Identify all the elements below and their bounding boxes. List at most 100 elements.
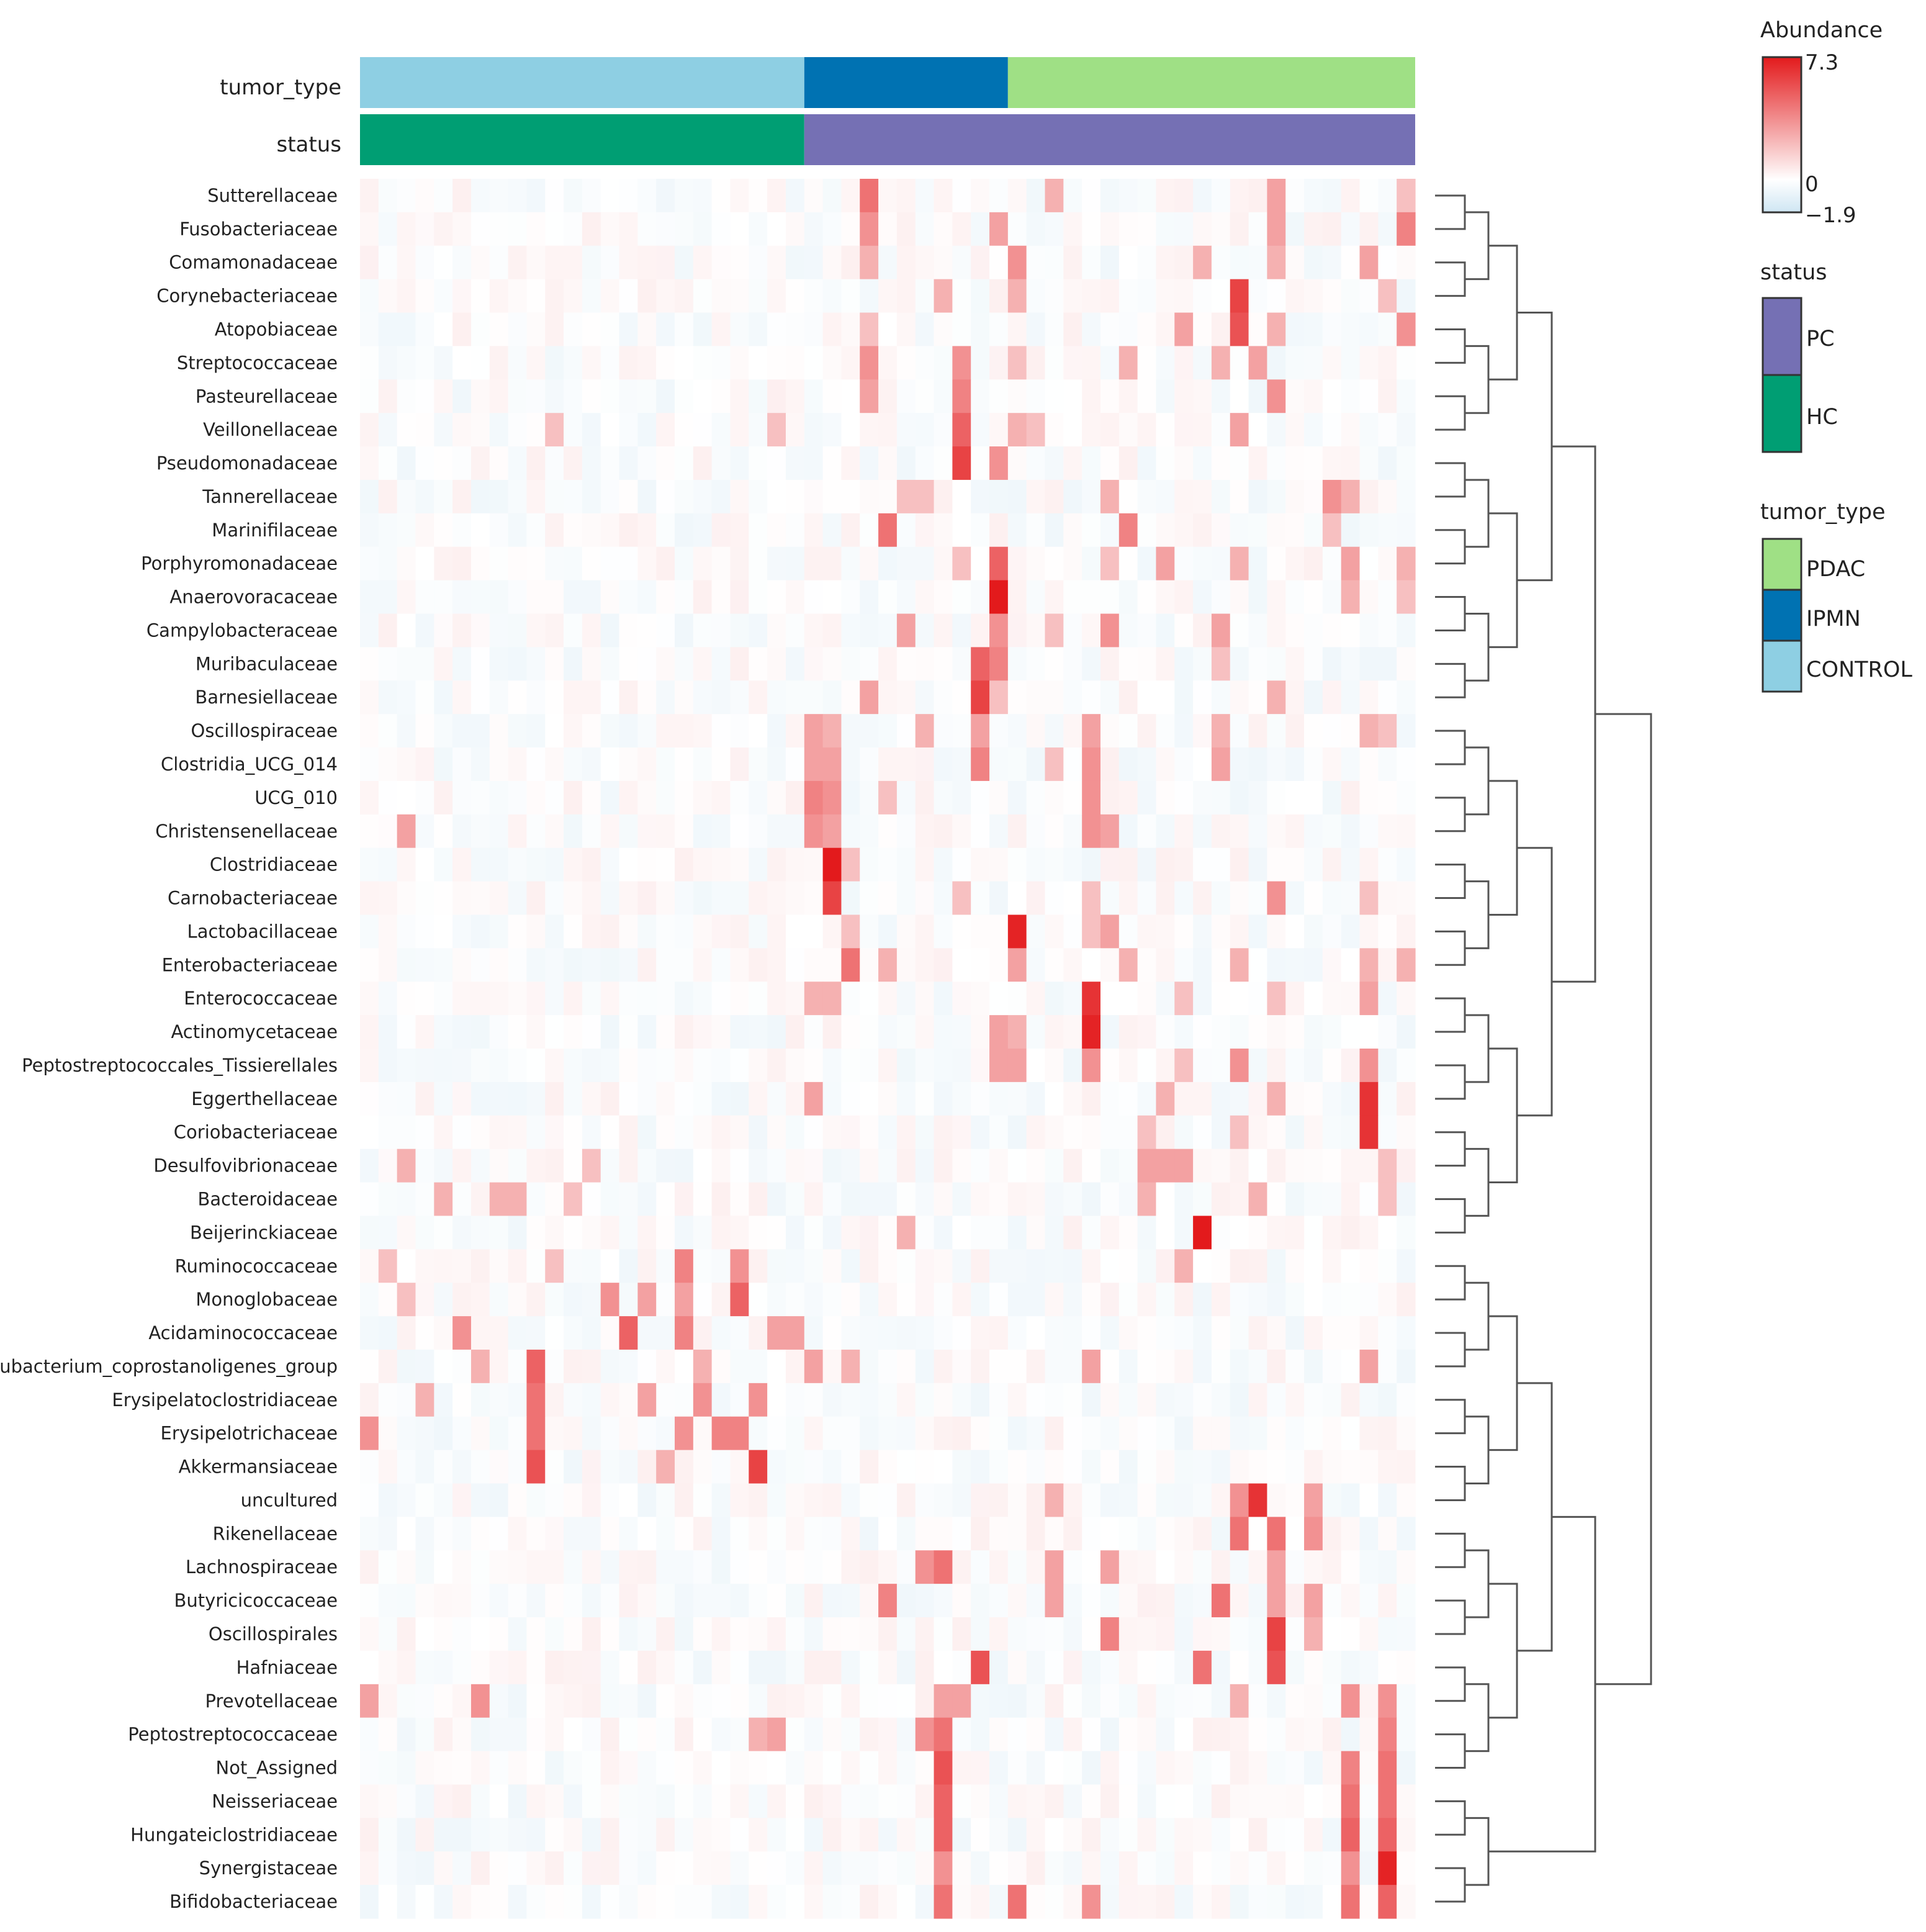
heatmap-cell [526,982,546,1016]
heatmap-cell [1063,479,1082,514]
heatmap-cell [378,1216,398,1250]
heatmap-cell [452,1450,472,1484]
heatmap-cell [470,613,490,648]
heatmap-cell [749,1450,768,1484]
heatmap-cell [896,847,916,882]
heatmap-cell [822,814,842,849]
heatmap-cell [1397,1550,1416,1584]
heatmap-cell [675,546,694,581]
heatmap-cell [489,1349,509,1384]
heatmap-cell [730,613,749,648]
heatmap-cell [526,647,546,681]
heatmap-cell [656,780,675,815]
heatmap-cell [415,1851,434,1885]
heatmap-cell [1045,513,1064,548]
row-label: Erysipelatoclostridiaceae [112,1389,338,1411]
heatmap-cell [564,1517,583,1551]
heatmap-cell [989,479,1009,514]
heatmap-cell [896,479,916,514]
heatmap-cell [1193,379,1212,413]
heatmap-cell [896,747,916,782]
heatmap-cell [360,546,379,581]
heatmap-cell [1341,312,1361,347]
heatmap-cell [1359,1383,1379,1417]
heatmap-cell [637,1818,657,1852]
heatmap-cell [600,1717,620,1752]
heatmap-cell [600,1483,620,1517]
heatmap-cell [804,379,824,413]
heatmap-cell [489,714,509,748]
heatmap-cell [693,613,713,648]
heatmap-cell [1156,1182,1175,1217]
heatmap-cell [822,647,842,681]
heatmap-cell [693,546,713,581]
heatmap-cell [675,1216,694,1250]
heatmap-cell [1341,212,1361,246]
heatmap-cell [1026,1049,1046,1083]
heatmap-cell [1397,1316,1416,1350]
heatmap-cell [749,346,768,380]
heatmap-cell [470,1818,490,1852]
heatmap-cell [693,179,713,213]
heatmap-cell [1007,1584,1027,1618]
heatmap-cell [1156,1450,1175,1484]
heatmap-cell [434,847,453,882]
heatmap-cell [600,1885,620,1919]
heatmap-cell [860,1182,879,1217]
heatmap-cell [934,346,953,380]
heatmap-cell [360,680,379,715]
heatmap-cell [1341,413,1361,447]
heatmap-cell [452,1751,472,1785]
heatmap-cell [915,714,935,748]
heatmap-cell [1063,714,1082,748]
heatmap-cell [1285,948,1305,982]
heatmap-cell [878,446,898,481]
heatmap-cell [915,780,935,815]
heatmap-cell [896,714,916,748]
heatmap-cell [1026,546,1046,581]
heatmap-cell [749,1249,768,1283]
heatmap-cell [470,948,490,982]
heatmap-cell [822,1283,842,1317]
heatmap-cell [693,1081,713,1116]
heatmap-cell [860,1349,879,1384]
heatmap-cell [767,379,786,413]
heatmap-cell [1137,312,1157,347]
heatmap-cell [489,1316,509,1350]
heatmap-cell [397,279,416,314]
heatmap-cell [1230,747,1249,782]
heatmap-cell [415,580,434,615]
heatmap-cell [489,245,509,280]
heatmap-cell [730,1885,749,1919]
heatmap-cell [1285,881,1305,916]
heatmap-cell [822,714,842,748]
heatmap-cell [675,446,694,481]
heatmap-cell [1174,1650,1194,1685]
heatmap-cell [841,1483,860,1517]
heatmap-cell [1230,1316,1249,1350]
heatmap-cell [1378,1081,1397,1116]
heatmap-cell [785,1650,805,1685]
heatmap-cell [822,379,842,413]
tumor-type-legend-title: tumor_type [1760,500,1886,525]
heatmap-cell [1248,1751,1267,1785]
heatmap-cell [1026,479,1046,514]
heatmap-cell [378,814,398,849]
heatmap-cell [841,914,860,949]
heatmap-cell [804,881,824,916]
row-label: Akkermansiaceae [179,1456,338,1478]
heatmap-cell [378,580,398,615]
heatmap-cell [785,1216,805,1250]
heatmap-cell [600,1818,620,1852]
heatmap-cell [1341,914,1361,949]
heatmap-cell [730,1349,749,1384]
heatmap-cell [767,881,786,916]
heatmap-cell [1193,1650,1212,1685]
heatmap-cell [785,714,805,748]
heatmap-cell [1304,1049,1323,1083]
heatmap-cell [1007,1818,1027,1852]
heatmap-cell [1082,1349,1101,1384]
heatmap-cell [1211,714,1231,748]
heatmap-cell [989,1483,1009,1517]
heatmap-cell [434,647,453,681]
